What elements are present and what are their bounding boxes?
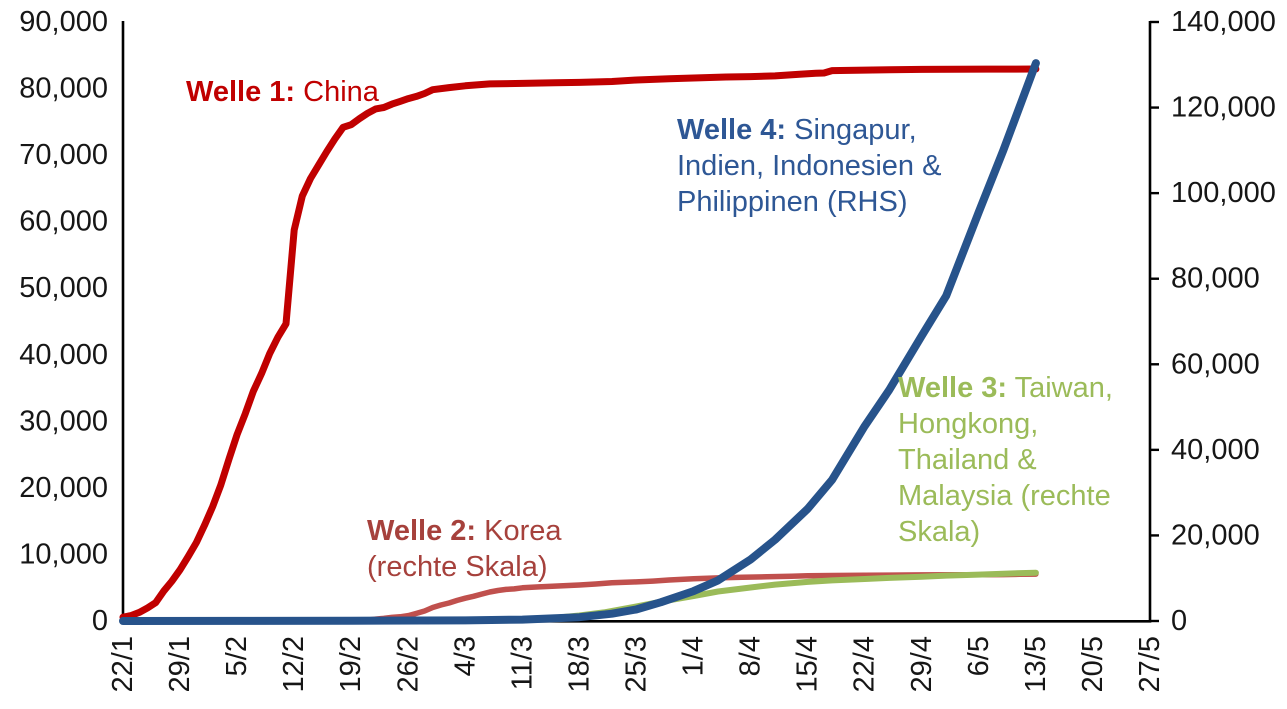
x-axis-tick-label: 1/4 [678,636,710,676]
series-line-welle-4 [119,59,1040,625]
annotation-line: (rechte Skala) [367,551,548,583]
x-axis-tick-label: 20/5 [1077,636,1109,692]
right-axis-tick-label: 80,000 [1171,263,1260,295]
annotation-line: Welle 1: China [186,76,379,108]
series-line-welle-1 [119,65,1040,621]
annotation-welle-1: Welle 1: China [186,74,379,110]
right-axis-tick-label: 0 [1171,605,1187,637]
x-axis-tick-label: 27/5 [1134,636,1166,692]
x-axis-tick-label: 12/2 [278,636,310,692]
right-axis-tick-label: 140,000 [1171,6,1276,38]
left-axis-tick-label: 70,000 [19,139,108,171]
left-axis-tick-label: 50,000 [19,272,108,304]
x-axis-tick-label: 29/4 [906,636,938,692]
annotation-welle-3: Welle 3: Taiwan, Hongkong, Thailand & Malay… [898,370,1113,550]
left-axis-tick-label: 0 [92,605,108,637]
annotation-welle-4: Welle 4: Singapur, Indien, Indonesien & Ph… [677,112,941,220]
right-axis-tick-label: 20,000 [1171,519,1260,551]
left-axis-tick-label: 60,000 [19,206,108,238]
x-axis-tick-label: 13/5 [1020,636,1052,692]
left-axis-tick-label: 40,000 [19,339,108,371]
left-axis-tick-label: 30,000 [19,405,108,437]
left-axis-tick-label: 90,000 [19,6,108,38]
x-axis-tick-label: 25/3 [621,636,653,692]
left-axis-tick-label: 20,000 [19,472,108,504]
right-axis-tick-label: 40,000 [1171,434,1260,466]
annotation-line: Welle 2: Korea [367,515,562,547]
x-axis-tick-label: 8/4 [735,636,767,676]
annotation-line: Welle 3: Taiwan, [898,372,1113,404]
data-series [119,59,1040,625]
annotation-line: Hongkong, [898,408,1039,440]
x-axis-tick-label: 18/3 [563,636,595,692]
x-axis-tick-label: 22/1 [107,636,139,692]
annotation-line: Malaysia (rechte [898,480,1111,512]
annotation-welle-2: Welle 2: Korea (rechte Skala) [367,513,562,585]
annotation-line: Philippinen (RHS) [677,186,908,218]
annotation-line: Skala) [898,516,981,548]
right-axis-tick-label: 100,000 [1171,177,1276,209]
x-axis-tick-label: 5/2 [221,636,253,676]
left-axis-tick-label: 80,000 [19,73,108,105]
axis-tick-labels: 90,000 80,000 70,000 60,000 50,000 40,000 30,0… [19,6,1276,692]
x-axis-tick-label: 15/4 [792,636,824,692]
x-axis-tick-label: 11/3 [506,636,538,690]
annotation-line: Indien, Indonesien & [677,150,942,182]
x-axis-tick-label: 29/1 [164,636,196,692]
annotation-line: Welle 4: Singapur, [677,114,917,146]
x-axis-tick-label: 6/5 [963,636,995,676]
x-axis-tick-label: 4/3 [449,636,481,676]
right-axis-tick-label: 60,000 [1171,348,1260,380]
x-axis-tick-label: 19/2 [335,636,367,692]
left-axis-tick-label: 10,000 [19,538,108,570]
x-axis-tick-label: 22/4 [849,636,881,692]
annotation-line: Thailand & [898,444,1037,476]
x-axis-tick-label: 26/2 [392,636,424,692]
right-axis-tick-label: 120,000 [1171,92,1276,124]
